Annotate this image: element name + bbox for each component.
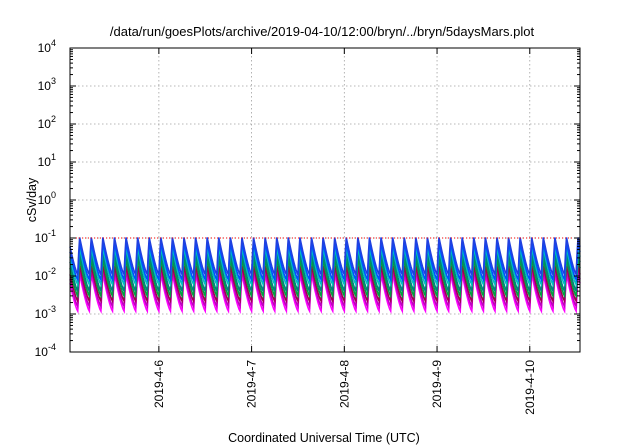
y-tick-label: 10-2 — [35, 266, 56, 283]
plot-frame — [69, 47, 581, 353]
y-tick-label-base: 10 — [38, 193, 52, 207]
y-tick-label-base: 10 — [38, 79, 52, 93]
x-axis-tick-labels: 2019-4-6 2019-4-7 2019-4-8 2019-4-9 2019-4-1… — [152, 360, 537, 415]
y-tick-label-exponent: -2 — [48, 266, 56, 276]
y-tick-label-exponent: -4 — [48, 342, 56, 352]
chart-title: /data/run/goesPlots/archive/2019-04-10/1… — [110, 24, 535, 39]
y-tick-label-base: 10 — [38, 117, 52, 131]
y-tick-label: 103 — [38, 76, 56, 93]
series-line-0 — [69, 273, 581, 315]
series-line-6 — [69, 242, 581, 283]
series-line-3 — [69, 258, 581, 299]
x-tick-label: 2019-4-9 — [430, 360, 444, 408]
series-line-4 — [69, 252, 581, 292]
y-tick-label-exponent: 4 — [51, 38, 56, 48]
y-tick-label-base: 10 — [38, 155, 52, 169]
x-tick-label: 2019-4-10 — [523, 360, 537, 415]
y-tick-label-exponent: -3 — [48, 304, 56, 314]
y-tick-label-base: 10 — [35, 231, 49, 245]
series-group — [69, 237, 581, 315]
y-tick-label: 10-1 — [35, 228, 56, 245]
x-tick-label: 2019-4-6 — [152, 360, 166, 408]
x-tick-label: 2019-4-8 — [337, 360, 351, 408]
y-axis-label: cSv/day — [25, 177, 39, 222]
y-tick-label-exponent: 3 — [51, 76, 56, 86]
y-tick-label: 102 — [38, 114, 56, 131]
series-line-2 — [69, 265, 581, 304]
y-tick-label-base: 10 — [38, 41, 52, 55]
series-line-5 — [69, 247, 581, 288]
y-tick-label-exponent: 0 — [51, 190, 56, 200]
series-line-1 — [69, 270, 581, 310]
y-tick-label: 100 — [38, 190, 56, 207]
y-tick-label-exponent: 2 — [51, 114, 56, 124]
y-tick-label: 10-4 — [35, 342, 56, 359]
y-tick-label-base: 10 — [35, 269, 49, 283]
y-tick-label: 104 — [38, 38, 56, 55]
x-tick-label: 2019-4-7 — [245, 360, 259, 408]
x-axis-label: Coordinated Universal Time (UTC) — [228, 431, 420, 445]
y-tick-label-exponent: -1 — [48, 228, 56, 238]
y-tick-label: 101 — [38, 152, 56, 169]
y-tick-label-base: 10 — [35, 307, 49, 321]
series-line-7 — [69, 237, 581, 278]
y-tick-label-exponent: 1 — [51, 152, 56, 162]
y-tick-label-base: 10 — [35, 345, 49, 359]
y-tick-label: 10-3 — [35, 304, 56, 321]
